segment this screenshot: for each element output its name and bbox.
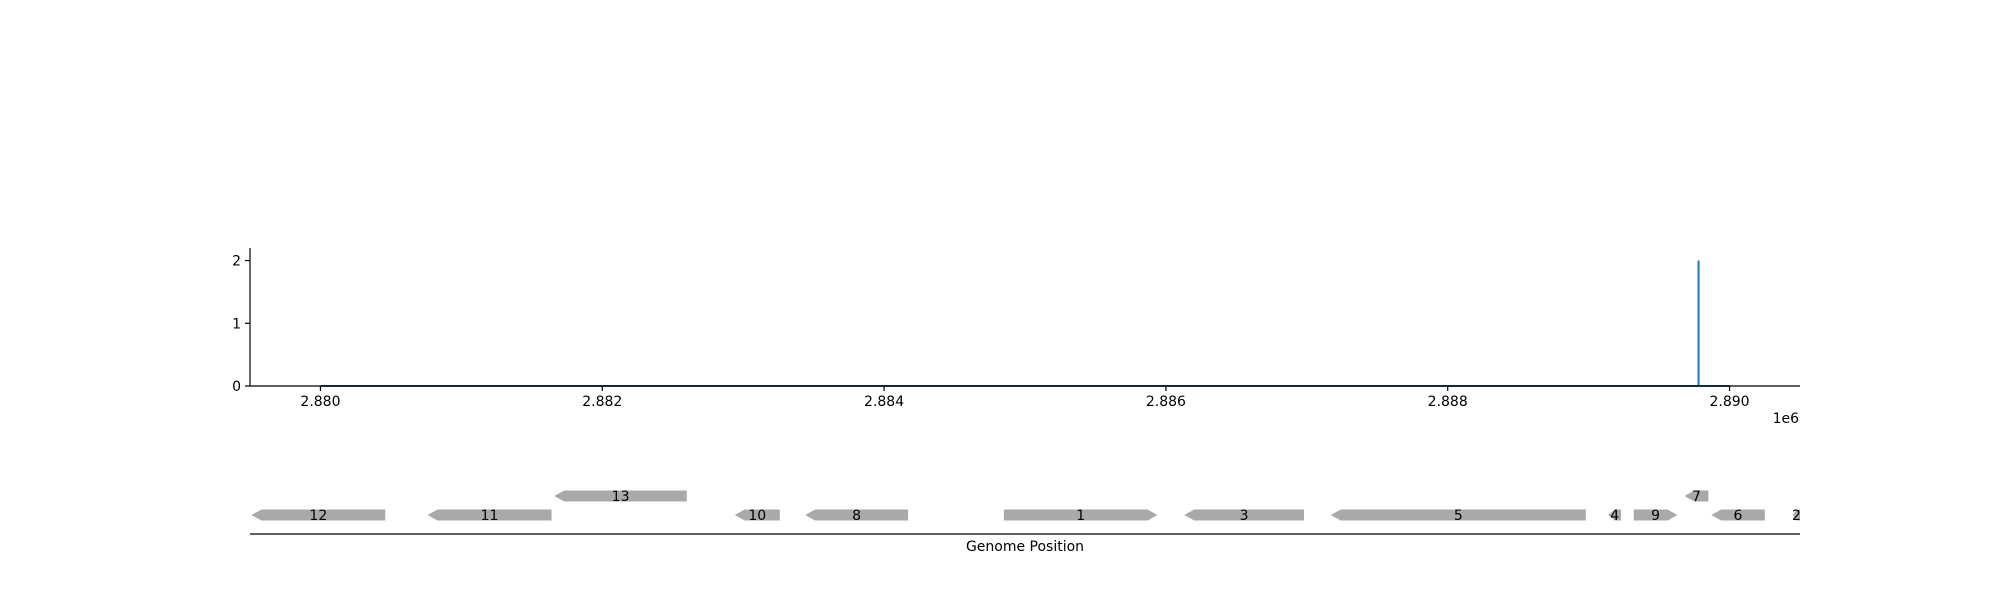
- gene-arrow: [1711, 509, 1765, 521]
- gene-label: 1: [1076, 508, 1085, 524]
- gene-arrow: [1684, 490, 1709, 502]
- gene-4: 4: [1608, 508, 1622, 524]
- x-axis-offset-label: 1e6: [1773, 411, 1800, 427]
- gene-9: 9: [1633, 508, 1678, 524]
- gene-1: 1: [1003, 508, 1158, 524]
- gene-13: 13: [554, 489, 687, 505]
- y-ticks: 0 1 2: [232, 254, 250, 395]
- gene-5: 5: [1330, 508, 1586, 524]
- y-tick-label: 0: [232, 379, 241, 395]
- gene-arrow: [734, 509, 780, 521]
- x-tick-label: 2.888: [1428, 394, 1468, 410]
- coverage-series-layer: [320, 260, 1730, 387]
- gene-arrow: [554, 490, 687, 502]
- y-tick-label: 2: [232, 254, 241, 270]
- gene-label: 7: [1692, 489, 1701, 505]
- x-tick-label: 2.886: [1146, 394, 1186, 410]
- gene-7: 7: [1684, 489, 1709, 505]
- gene-arrow: [1608, 509, 1622, 521]
- gene-arrow: [1184, 509, 1304, 521]
- gene-3: 3: [1184, 508, 1304, 524]
- gene-arrow: [1792, 509, 1800, 521]
- gene-label: 8: [852, 508, 861, 524]
- x-ticks: 2.880 2.882 2.884 2.886 2.888 2.890: [300, 386, 1750, 410]
- x-tick-label: 2.884: [864, 394, 904, 410]
- gene-label: 4: [1610, 508, 1619, 524]
- gene-2: 2: [1792, 508, 1801, 524]
- gene-12: 12: [251, 508, 386, 524]
- x-tick-label: 2.890: [1709, 394, 1749, 410]
- gene-arrow: [427, 509, 552, 521]
- coverage-plot: 2.880 2.882 2.884 2.886 2.888 2.890 0 1 2 1e6: [232, 248, 1800, 427]
- gene-arrow: [1003, 509, 1158, 521]
- gene-label: 3: [1240, 508, 1249, 524]
- gene-label: 9: [1651, 508, 1660, 524]
- gene-6: 6: [1711, 508, 1765, 524]
- coverage-line-0: [320, 260, 1730, 387]
- gene-arrow: [1633, 509, 1678, 521]
- gene-arrow: [1330, 509, 1586, 521]
- gene-label: 11: [481, 508, 499, 524]
- gene-arrow: [805, 509, 909, 521]
- gene-11: 11: [427, 508, 552, 524]
- gene-arrow: [251, 509, 386, 521]
- gene-label: 5: [1454, 508, 1463, 524]
- x-tick-label: 2.882: [582, 394, 622, 410]
- gene-label: 6: [1734, 508, 1743, 524]
- x-tick-label: 2.880: [300, 394, 340, 410]
- y-tick-label: 1: [232, 316, 241, 332]
- gene-8: 8: [805, 508, 909, 524]
- gene-label: 12: [309, 508, 327, 524]
- gene-10: 10: [734, 508, 780, 524]
- gene-label: 2: [1792, 508, 1801, 524]
- gene-label: 10: [748, 508, 766, 524]
- gene-label: 13: [612, 489, 630, 505]
- gene-map-x-axis-label: Genome Position: [966, 539, 1084, 555]
